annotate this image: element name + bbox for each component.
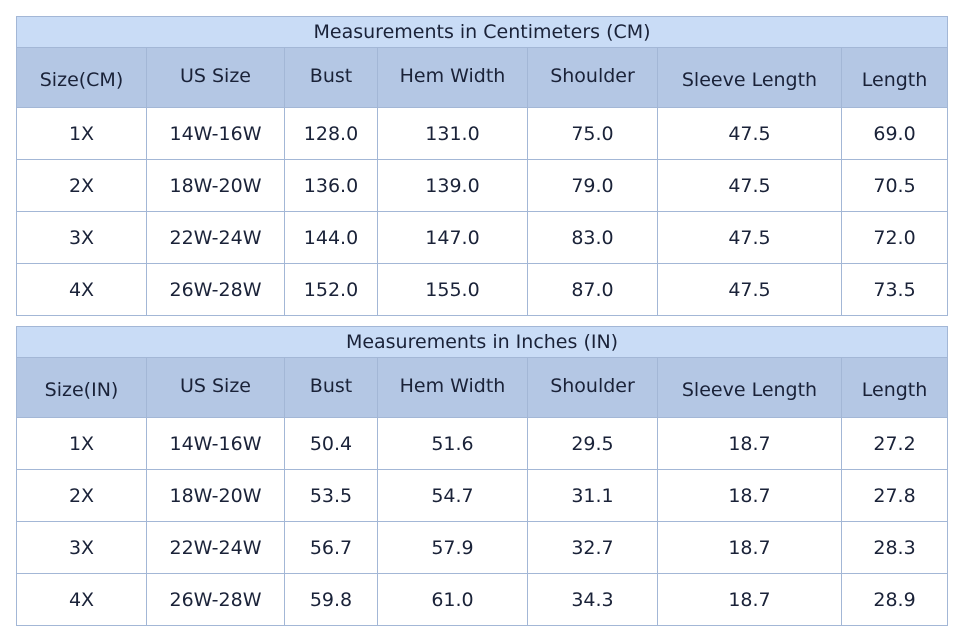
table-cell: 22W-24W [146,211,285,264]
table-cell: 139.0 [377,159,528,212]
table-cell: 14W-16W [146,417,285,470]
table-cell: 155.0 [377,263,528,316]
table-cell: 69.0 [840,107,949,160]
table-cell: 34.3 [527,573,658,626]
column-header: Hem Width [377,47,528,108]
table-row: 4X 26W-28W 59.8 61.0 34.3 18.7 28.9 [16,573,949,626]
table-cell: 47.5 [657,159,842,212]
column-header: Size(CM) [16,47,147,108]
table-cell: 4X [16,263,147,316]
table-cell: 1X [16,107,147,160]
table-cell: 18.7 [657,521,842,574]
table-title: Measurements in Inches (IN) [15,326,949,358]
table-cell: 2X [16,469,147,522]
table-cell: 47.5 [657,211,842,264]
table-cell: 18W-20W [146,469,285,522]
table-cell: 3X [16,211,147,264]
column-header: Shoulder [527,357,658,418]
table-cell: 27.8 [840,469,949,522]
column-header: US Size [146,357,285,418]
table-cell: 61.0 [377,573,528,626]
table-cell: 14W-16W [146,107,285,160]
table-cell: 56.7 [284,521,378,574]
column-header: Shoulder [527,47,658,108]
table-cell: 57.9 [377,521,528,574]
header-row: Size(CM) US Size Bust Hem Width Shoulder Slee… [16,47,949,108]
column-header: Bust [284,47,378,108]
table-cell: 18.7 [657,573,842,626]
table-cell: 152.0 [284,263,378,316]
table-cell: 18.7 [657,417,842,470]
table-cell: 26W-28W [146,573,285,626]
table-cell: 83.0 [527,211,658,264]
table-row: 2X 18W-20W 136.0 139.0 79.0 47.5 70.5 [16,159,949,212]
table-cell: 22W-24W [146,521,285,574]
table-cell: 28.3 [840,521,949,574]
table-row: 1X 14W-16W 128.0 131.0 75.0 47.5 69.0 [16,107,949,160]
column-header: Length [840,357,949,418]
table-cell: 128.0 [284,107,378,160]
table-cell: 18W-20W [146,159,285,212]
table-cell: 70.5 [840,159,949,212]
table-row: 2X 18W-20W 53.5 54.7 31.1 18.7 27.8 [16,469,949,522]
column-header: Hem Width [377,357,528,418]
table-cell: 32.7 [527,521,658,574]
table-cell: 47.5 [657,107,842,160]
table-cell: 73.5 [840,263,949,316]
table-cell: 50.4 [284,417,378,470]
table-cell: 27.2 [840,417,949,470]
table-cell: 87.0 [527,263,658,316]
column-header: Size(IN) [16,357,147,418]
inch-size-table: Measurements in Inches (IN) Size(IN) US Si… [15,326,949,626]
column-header: Sleeve Length [657,357,842,418]
table-cell: 4X [16,573,147,626]
column-header: Bust [284,357,378,418]
table-cell: 75.0 [527,107,658,160]
table-cell: 18.7 [657,469,842,522]
table-cell: 79.0 [527,159,658,212]
table-cell: 59.8 [284,573,378,626]
table-cell: 3X [16,521,147,574]
table-cell: 47.5 [657,263,842,316]
table-cell: 131.0 [377,107,528,160]
column-header: Length [840,47,949,108]
column-header: US Size [146,47,285,108]
table-cell: 72.0 [840,211,949,264]
header-row: Size(IN) US Size Bust Hem Width Shoulder Slee… [16,357,949,418]
table-row: 1X 14W-16W 50.4 51.6 29.5 18.7 27.2 [16,417,949,470]
table-cell: 136.0 [284,159,378,212]
table-cell: 31.1 [527,469,658,522]
table-cell: 2X [16,159,147,212]
table-cell: 26W-28W [146,263,285,316]
table-row: 4X 26W-28W 152.0 155.0 87.0 47.5 73.5 [16,263,949,316]
table-cell: 28.9 [840,573,949,626]
table-row: 3X 22W-24W 144.0 147.0 83.0 47.5 72.0 [16,211,949,264]
table-cell: 54.7 [377,469,528,522]
table-cell: 29.5 [527,417,658,470]
table-cell: 53.5 [284,469,378,522]
cm-size-table: Measurements in Centimeters (CM) Size(CM)… [15,16,949,316]
table-cell: 144.0 [284,211,378,264]
table-row: 3X 22W-24W 56.7 57.9 32.7 18.7 28.3 [16,521,949,574]
table-cell: 147.0 [377,211,528,264]
column-header: Sleeve Length [657,47,842,108]
table-cell: 51.6 [377,417,528,470]
table-cell: 1X [16,417,147,470]
table-title: Measurements in Centimeters (CM) [15,16,949,48]
